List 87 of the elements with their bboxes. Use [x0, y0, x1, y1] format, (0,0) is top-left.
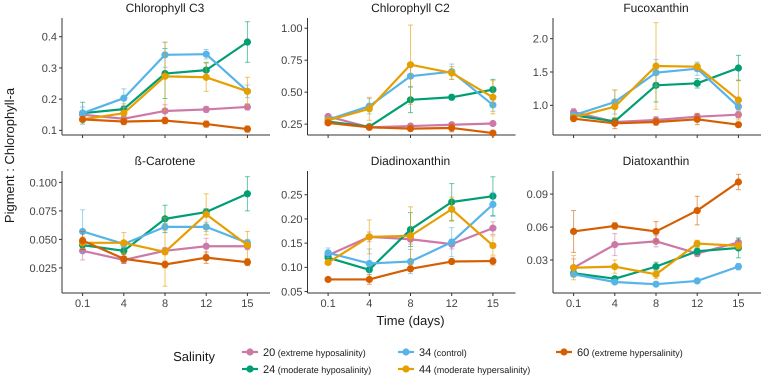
- y-tick-label: 0.10: [281, 262, 302, 274]
- x-tick-label: 4: [120, 298, 127, 310]
- y-tick-label: 0.4: [42, 32, 57, 44]
- point: [202, 210, 210, 218]
- point: [406, 61, 414, 68]
- y-tick-label: 0.15: [281, 238, 302, 250]
- point: [489, 242, 496, 250]
- point: [161, 72, 169, 80]
- x-tick-label: 15: [241, 298, 254, 310]
- y-tick-label: 0.25: [281, 118, 302, 131]
- point: [406, 232, 414, 240]
- x-tick-label: 4: [366, 298, 372, 310]
- x-tick-label: 12: [200, 298, 212, 310]
- point: [489, 224, 496, 232]
- y-tick-label: 0.05: [281, 286, 302, 298]
- y-tick-label: 0.06: [526, 222, 548, 234]
- y-axis-title: Pigment : Chlorophyll-a: [2, 87, 17, 224]
- y-tick-label: 1.5: [532, 66, 548, 79]
- x-axis-title: Time (days): [376, 313, 445, 328]
- y-tick-label: 0.20: [281, 214, 302, 226]
- point: [244, 38, 251, 46]
- x-tick-label: 0.1: [320, 298, 336, 310]
- x-tick-label: 8: [652, 298, 660, 310]
- y-tick-label: 0.050: [29, 234, 57, 246]
- x-tick-label: 4: [612, 298, 618, 310]
- point: [244, 190, 251, 198]
- point: [734, 64, 742, 72]
- point: [734, 96, 742, 104]
- legend-title: Salinity: [173, 349, 216, 364]
- point: [406, 72, 414, 80]
- x-tick-label: 12: [446, 298, 458, 310]
- legend-label: 20 (extreme hyposalinity): [263, 346, 366, 359]
- point: [611, 241, 618, 248]
- point: [652, 280, 660, 288]
- chart-title: Diadinoxanthin: [370, 154, 450, 168]
- y-tick-label: 0.075: [29, 206, 57, 218]
- point: [489, 120, 496, 128]
- chart-title: Chlorophyll C2: [371, 1, 450, 15]
- point: [120, 110, 128, 117]
- legend-label: 24 (moderate hyposalinity): [263, 364, 372, 376]
- chart-title: Chlorophyll C3: [126, 1, 205, 15]
- point: [202, 74, 210, 81]
- legend-label: 44 (moderate hypersalinity): [419, 364, 530, 376]
- x-tick-label: 15: [732, 298, 745, 310]
- legend-label: 34 (control): [419, 346, 467, 359]
- point: [489, 129, 496, 137]
- point: [366, 260, 373, 268]
- point: [406, 226, 414, 234]
- point: [406, 125, 414, 132]
- point: [161, 51, 169, 58]
- point: [202, 66, 210, 74]
- x-tick-label: 15: [486, 298, 500, 310]
- point: [202, 242, 210, 250]
- point: [324, 249, 332, 256]
- y-tick-label: 2.0: [532, 34, 548, 46]
- point: [734, 178, 742, 186]
- point: [694, 116, 701, 123]
- legend-label: 60 (extreme hypersalinity): [577, 346, 683, 359]
- y-tick-label: 0.09: [526, 188, 548, 201]
- point: [324, 276, 332, 284]
- point: [448, 206, 456, 213]
- y-tick-label: 0.50: [281, 87, 302, 100]
- point: [694, 206, 701, 214]
- y-tick-label: 0.25: [281, 190, 302, 202]
- x-tick-label: 8: [162, 298, 168, 310]
- y-tick-label: 1.00: [281, 23, 302, 36]
- point: [120, 94, 128, 102]
- y-tick-label: 0.2: [42, 94, 57, 106]
- y-tick-label: 0.100: [29, 177, 57, 190]
- chart-title: ß-Carotene: [134, 154, 196, 168]
- point: [611, 103, 618, 110]
- x-tick-label: 8: [407, 298, 414, 310]
- point: [489, 200, 496, 208]
- chart-title: Fucoxanthin: [623, 1, 689, 15]
- point: [570, 228, 578, 236]
- y-tick-label: 0.3: [42, 62, 57, 75]
- x-tick-label: 12: [691, 298, 704, 310]
- y-tick-label: 0.03: [526, 254, 548, 267]
- y-tick-label: 0.025: [29, 262, 57, 275]
- y-tick-label: 1.0: [532, 100, 548, 112]
- x-tick-label: 0.1: [566, 298, 582, 310]
- point: [489, 86, 496, 94]
- chart-title: Diatoxanthin: [622, 154, 690, 168]
- y-tick-label: 0.75: [281, 55, 302, 68]
- x-tick-label: 0.1: [74, 298, 90, 310]
- point: [611, 263, 618, 270]
- y-tick-label: 0.1: [42, 125, 57, 138]
